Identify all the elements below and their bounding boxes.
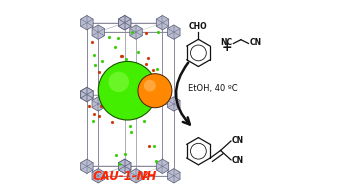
Text: NC: NC bbox=[220, 38, 233, 47]
Polygon shape bbox=[156, 87, 169, 102]
Polygon shape bbox=[118, 159, 131, 174]
Text: EtOH, 40 ºC: EtOH, 40 ºC bbox=[188, 84, 237, 93]
Polygon shape bbox=[130, 169, 142, 183]
Polygon shape bbox=[118, 15, 131, 30]
Polygon shape bbox=[168, 25, 180, 39]
Circle shape bbox=[144, 80, 156, 92]
Polygon shape bbox=[168, 97, 180, 111]
Polygon shape bbox=[118, 15, 131, 30]
Text: 2: 2 bbox=[143, 171, 148, 180]
Polygon shape bbox=[81, 15, 93, 30]
Text: CN: CN bbox=[249, 38, 262, 47]
Polygon shape bbox=[92, 97, 104, 111]
Polygon shape bbox=[156, 159, 169, 174]
Polygon shape bbox=[168, 169, 180, 183]
Polygon shape bbox=[92, 25, 104, 39]
Polygon shape bbox=[118, 87, 131, 102]
Polygon shape bbox=[156, 87, 169, 102]
Polygon shape bbox=[130, 25, 142, 39]
Polygon shape bbox=[118, 159, 131, 174]
FancyArrowPatch shape bbox=[176, 63, 190, 125]
Polygon shape bbox=[130, 97, 142, 111]
Polygon shape bbox=[156, 15, 169, 30]
Circle shape bbox=[98, 61, 157, 120]
Polygon shape bbox=[81, 159, 93, 174]
Polygon shape bbox=[81, 87, 93, 102]
Polygon shape bbox=[81, 87, 93, 102]
Text: CN: CN bbox=[232, 136, 244, 145]
Circle shape bbox=[138, 74, 172, 108]
Text: CHO: CHO bbox=[189, 22, 208, 31]
Text: CN: CN bbox=[232, 156, 244, 165]
Text: CAU-1-NH: CAU-1-NH bbox=[92, 170, 157, 183]
Polygon shape bbox=[92, 169, 104, 183]
Text: +: + bbox=[221, 41, 232, 54]
Circle shape bbox=[108, 72, 129, 92]
